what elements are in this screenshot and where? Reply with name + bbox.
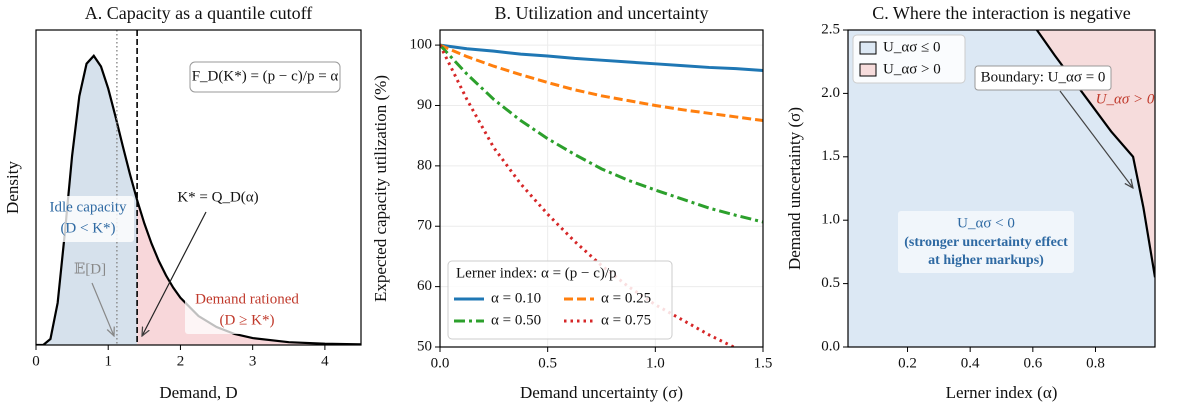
x-tick-label: 0.4 <box>961 355 980 371</box>
region-positive <box>1036 30 1155 278</box>
x-tick-label: 0 <box>32 353 40 369</box>
y-tick-label: 60 <box>417 278 432 294</box>
rationed-box <box>185 288 310 334</box>
x-axis-label: Lerner index (α) <box>946 383 1058 402</box>
panel-title: A. Capacity as a quantile cutoff <box>85 3 313 23</box>
data-layer: A. Capacity as a quantile cutoff Demand, … <box>3 3 1156 402</box>
legend-label: α = 0.10 <box>491 290 541 306</box>
cutoff-arrow <box>142 211 207 336</box>
y-tick-label: 80 <box>417 157 432 173</box>
x-tick-label: 0.8 <box>1086 355 1105 371</box>
formula: F_D(K*) = (p − c)/p = α <box>192 68 339 84</box>
negative-box <box>898 211 1074 273</box>
series-line <box>440 43 763 72</box>
boundary-label: Boundary: U_ασ = 0 <box>981 69 1106 85</box>
legend-swatch <box>859 41 877 55</box>
legend-label: U_ασ > 0 <box>883 61 941 77</box>
boundary-line <box>1036 30 1155 278</box>
x-tick-label: 0.6 <box>1023 355 1042 371</box>
x-tick-label: 0.0 <box>431 355 450 371</box>
y-tick-label: 50 <box>417 338 432 354</box>
y-axis-label: Demand uncertainty (σ) <box>785 107 804 270</box>
panel-title: C. Where the interaction is negative <box>872 3 1131 23</box>
y-tick-label: 90 <box>417 97 432 113</box>
legend-label: α = 0.25 <box>601 290 651 306</box>
x-tick-label: 4 <box>321 353 329 369</box>
legend-label: α = 0.50 <box>491 312 541 328</box>
idle-label: Idle capacity <box>49 199 127 215</box>
x-tick-label: 0.2 <box>898 355 917 371</box>
y-axis-label: Density <box>3 161 22 214</box>
legend-label: α = 0.75 <box>601 312 651 328</box>
cutoff-label: K* = Q_D(α) <box>177 189 258 205</box>
y-tick-label: 100 <box>410 37 433 53</box>
plot-frame <box>439 29 764 348</box>
y-axis-label: Expected capacity utilization (%) <box>371 75 390 302</box>
plot-frame <box>35 29 362 346</box>
y-tick-label: 0.0 <box>821 338 840 354</box>
rationed-label: Demand rationed <box>195 291 299 307</box>
series-line <box>440 43 763 123</box>
idle-label: (D < K*) <box>60 220 115 236</box>
boundary-box <box>974 65 1112 91</box>
x-axis-label: Demand uncertainty (σ) <box>520 383 683 402</box>
series-line <box>440 44 738 347</box>
x-tick-label: 2 <box>177 353 185 369</box>
formula-box <box>189 61 341 93</box>
y-tick-label: 1.5 <box>821 148 840 164</box>
x-tick-label: 1 <box>104 353 112 369</box>
x-tick-label: 1.5 <box>754 355 773 371</box>
x-axis-label: Demand, D <box>159 383 237 402</box>
y-tick-label: 1.0 <box>821 212 840 228</box>
y-tick-label: 70 <box>417 218 432 234</box>
positive-label: U_ασ > 0 <box>1096 91 1155 107</box>
series-line <box>440 44 763 224</box>
x-tick-label: 1.0 <box>646 355 665 371</box>
legend-label: U_ασ ≤ 0 <box>883 39 941 55</box>
legend-box <box>852 34 966 84</box>
legend-title: Lerner index: α = (p − c)/p <box>456 265 617 281</box>
rationed-label: (D ≥ K*) <box>220 312 275 328</box>
idle-box <box>42 196 134 242</box>
legend-swatch <box>859 63 877 77</box>
mean-arrow <box>91 282 114 336</box>
negative-label: U_ασ < 0 <box>957 215 1015 231</box>
panel-title: B. Utilization and uncertainty <box>495 3 709 23</box>
plot-frame <box>847 29 1156 348</box>
mean-label: 𝔼[D] <box>74 261 106 277</box>
y-tick-label: 0.5 <box>821 275 840 291</box>
negative-note: (stronger uncertainty effect <box>904 235 1068 250</box>
annotation-layer: F_D(K*) = (p − c)/p = α Idle capacity (D… <box>42 61 1155 336</box>
rationed-area <box>137 200 361 345</box>
x-tick-label: 0.5 <box>538 355 557 371</box>
negative-note: at higher markups) <box>928 253 1044 268</box>
legend-box <box>447 260 673 340</box>
x-tick-label: 3 <box>249 353 257 369</box>
y-tick-label: 2.5 <box>821 21 840 37</box>
boundary-arrow <box>1059 90 1133 188</box>
y-tick-label: 2.0 <box>821 85 840 101</box>
